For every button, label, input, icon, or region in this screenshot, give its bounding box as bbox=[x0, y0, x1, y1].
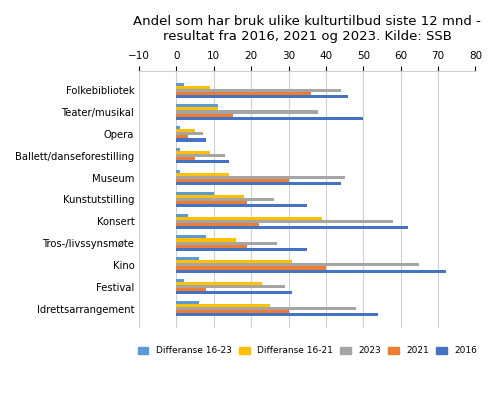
Bar bbox=[176, 151, 210, 154]
Bar bbox=[176, 217, 322, 220]
Bar bbox=[176, 192, 214, 195]
Bar bbox=[176, 173, 229, 176]
Legend: Differanse 16-23, Differanse 16-21, 2023, 2021, 2016: Differanse 16-23, Differanse 16-21, 2023… bbox=[134, 343, 481, 359]
Bar bbox=[176, 291, 292, 294]
Bar bbox=[176, 282, 262, 285]
Bar bbox=[176, 82, 184, 86]
Bar bbox=[176, 279, 184, 282]
Bar bbox=[176, 245, 248, 248]
Bar bbox=[176, 182, 341, 185]
Bar bbox=[176, 270, 445, 272]
Bar bbox=[176, 223, 259, 226]
Bar bbox=[176, 307, 356, 310]
Bar bbox=[176, 236, 206, 238]
Bar bbox=[176, 313, 378, 316]
Bar bbox=[176, 110, 319, 114]
Bar bbox=[176, 214, 188, 217]
Bar bbox=[176, 204, 307, 207]
Bar bbox=[176, 108, 218, 110]
Bar bbox=[176, 148, 180, 151]
Bar bbox=[176, 176, 344, 179]
Title: Andel som har bruk ulike kulturtilbud siste 12 mnd -
resultat fra 2016, 2021 og : Andel som har bruk ulike kulturtilbud si… bbox=[133, 15, 481, 43]
Bar bbox=[176, 198, 274, 201]
Bar bbox=[176, 135, 188, 138]
Bar bbox=[176, 263, 419, 266]
Bar bbox=[176, 248, 307, 251]
Bar bbox=[176, 238, 236, 242]
Bar bbox=[176, 288, 206, 291]
Bar bbox=[176, 92, 311, 95]
Bar bbox=[176, 160, 229, 163]
Bar bbox=[176, 126, 180, 129]
Bar bbox=[176, 195, 244, 198]
Bar bbox=[176, 220, 393, 223]
Bar bbox=[176, 116, 363, 120]
Bar bbox=[176, 201, 248, 204]
Bar bbox=[176, 86, 210, 89]
Bar bbox=[176, 154, 225, 157]
Bar bbox=[176, 260, 292, 263]
Bar bbox=[176, 114, 233, 116]
Bar bbox=[176, 170, 180, 173]
Bar bbox=[176, 310, 289, 313]
Bar bbox=[176, 129, 195, 132]
Bar bbox=[176, 95, 348, 98]
Bar bbox=[176, 226, 408, 229]
Bar bbox=[176, 266, 326, 270]
Bar bbox=[176, 104, 218, 108]
Bar bbox=[176, 132, 203, 135]
Bar bbox=[176, 89, 341, 92]
Bar bbox=[176, 179, 289, 182]
Bar bbox=[176, 242, 277, 245]
Bar bbox=[176, 257, 199, 260]
Bar bbox=[176, 138, 206, 142]
Bar bbox=[176, 157, 195, 160]
Bar bbox=[176, 285, 285, 288]
Bar bbox=[176, 301, 199, 304]
Bar bbox=[176, 304, 270, 307]
